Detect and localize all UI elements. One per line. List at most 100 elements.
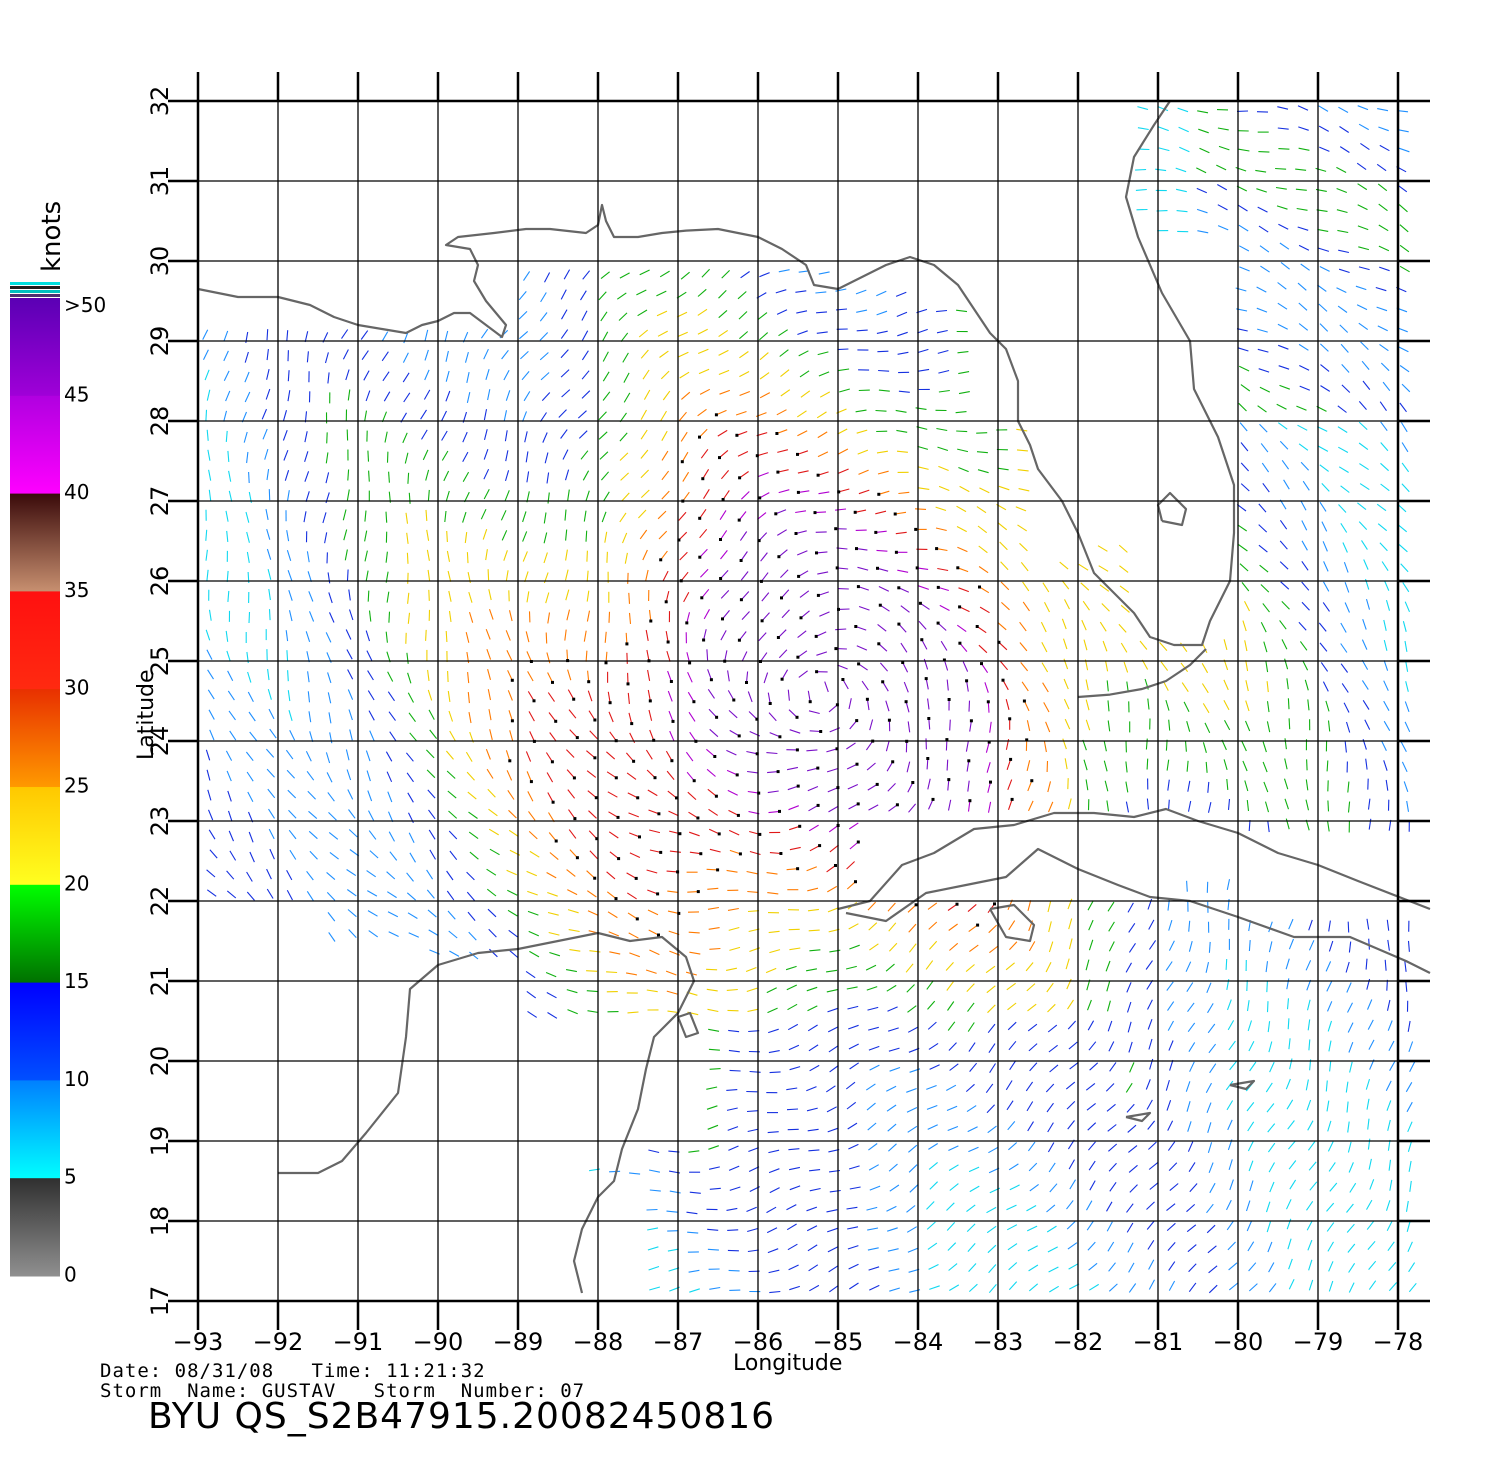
wind-vector bbox=[1360, 341, 1369, 350]
wind-vector bbox=[1285, 958, 1290, 970]
wind-vector bbox=[1008, 1281, 1018, 1291]
wind-vector bbox=[949, 942, 959, 951]
wind-vector bbox=[1387, 1119, 1391, 1131]
wind-vector bbox=[449, 950, 460, 957]
wind-vector bbox=[1119, 565, 1129, 573]
wind-vector bbox=[789, 1285, 800, 1291]
wind-vector bbox=[1318, 622, 1327, 632]
wind-vector bbox=[1320, 343, 1329, 352]
wind-vector bbox=[1308, 940, 1315, 951]
wind-vector bbox=[1258, 225, 1269, 233]
wind-vector bbox=[1027, 900, 1032, 912]
wind-vector bbox=[287, 390, 291, 402]
wind-vector bbox=[1288, 918, 1294, 930]
colorbar-label: 15 bbox=[64, 969, 89, 993]
wind-vector bbox=[807, 1005, 818, 1012]
wind-vector bbox=[341, 329, 349, 339]
wind-vector bbox=[906, 1107, 918, 1113]
wind-vector bbox=[1363, 559, 1369, 570]
wind-vector bbox=[1388, 1040, 1395, 1051]
wind-vector bbox=[1147, 1240, 1155, 1250]
rain-flag-dot bbox=[980, 662, 983, 666]
wind-vector bbox=[855, 409, 867, 413]
wind-vector bbox=[1383, 660, 1389, 671]
wind-vector bbox=[768, 1050, 780, 1054]
longitude-tick-label: −89 bbox=[493, 1328, 544, 1356]
wind-vector bbox=[1099, 584, 1110, 592]
wind-vector bbox=[646, 989, 658, 993]
wind-vector bbox=[1397, 184, 1408, 193]
wind-vector bbox=[1307, 1019, 1311, 1031]
wind-vector bbox=[660, 410, 667, 421]
wind-vector bbox=[700, 568, 709, 578]
wind-vector bbox=[845, 965, 857, 970]
wind-vector bbox=[1007, 1243, 1018, 1251]
wind-vector bbox=[406, 892, 416, 901]
wind-vector bbox=[1357, 225, 1369, 231]
wind-vector bbox=[1226, 879, 1231, 891]
wind-vector bbox=[1304, 679, 1309, 691]
rain-flag-dot bbox=[799, 616, 803, 620]
latitude-tick-label: 26 bbox=[146, 566, 174, 597]
colorbar-top-label: >50 bbox=[64, 293, 106, 317]
wind-vector bbox=[266, 768, 275, 778]
wind-vector bbox=[1007, 1021, 1017, 1031]
wind-vector bbox=[1320, 364, 1330, 372]
wind-vector bbox=[1196, 167, 1207, 174]
wind-vector bbox=[1217, 127, 1229, 131]
wind-vector bbox=[1348, 1262, 1356, 1273]
wind-vector bbox=[564, 629, 567, 641]
wind-vector bbox=[598, 411, 607, 421]
wind-vector bbox=[1328, 1162, 1336, 1172]
wind-vector bbox=[1238, 402, 1247, 412]
wind-vector bbox=[766, 987, 777, 994]
rain-flag-dot bbox=[550, 760, 554, 764]
wind-vector bbox=[1305, 779, 1309, 791]
wind-vector bbox=[1406, 1221, 1411, 1232]
rain-flag-dot bbox=[554, 839, 558, 843]
wind-vector bbox=[441, 450, 449, 461]
wind-vector bbox=[907, 1005, 917, 1013]
wind-vector bbox=[868, 1143, 878, 1151]
wind-vector bbox=[586, 590, 590, 602]
wind-vector bbox=[268, 808, 275, 819]
wind-vector bbox=[544, 272, 551, 283]
wind-vector bbox=[1025, 962, 1034, 972]
wind-vector bbox=[1239, 245, 1250, 252]
wind-vector bbox=[877, 623, 887, 632]
wind-vector bbox=[1047, 801, 1054, 813]
wind-vector bbox=[1048, 941, 1054, 953]
wind-vector bbox=[445, 490, 450, 502]
date-time-line: Date: 08/31/08 Time: 11:21:32 bbox=[100, 1360, 486, 1382]
wind-vector bbox=[1245, 1200, 1251, 1212]
wind-vector bbox=[1265, 961, 1269, 973]
rain-flag-dot bbox=[614, 776, 618, 780]
wind-vector bbox=[878, 586, 890, 592]
wind-vector bbox=[1322, 681, 1329, 692]
wind-vector bbox=[728, 1145, 739, 1151]
rain-flag-dot bbox=[696, 816, 700, 820]
wind-vector bbox=[1347, 1243, 1356, 1253]
wind-vector bbox=[306, 351, 309, 363]
wind-vector bbox=[1199, 147, 1210, 154]
wind-vector bbox=[886, 1104, 897, 1112]
wind-vector bbox=[1235, 166, 1247, 172]
rain-flag-dot bbox=[993, 902, 996, 906]
rain-flag-dot bbox=[855, 719, 859, 723]
wind-vector bbox=[1236, 328, 1248, 332]
wind-vector bbox=[447, 570, 452, 582]
wind-vector bbox=[769, 852, 781, 855]
wind-vector bbox=[707, 1228, 719, 1231]
wind-vector bbox=[1279, 540, 1288, 550]
wind-vector bbox=[837, 448, 849, 455]
wind-vector bbox=[1049, 1183, 1058, 1193]
wind-vector bbox=[1348, 941, 1352, 953]
wind-vector bbox=[896, 311, 908, 318]
wind-vector bbox=[887, 902, 896, 912]
wind-vector bbox=[324, 532, 328, 544]
wind-vector bbox=[304, 451, 309, 462]
wind-vector bbox=[267, 568, 272, 580]
wind-vector bbox=[425, 509, 428, 521]
wind-vector bbox=[1047, 1246, 1058, 1253]
wind-vector bbox=[406, 872, 414, 882]
